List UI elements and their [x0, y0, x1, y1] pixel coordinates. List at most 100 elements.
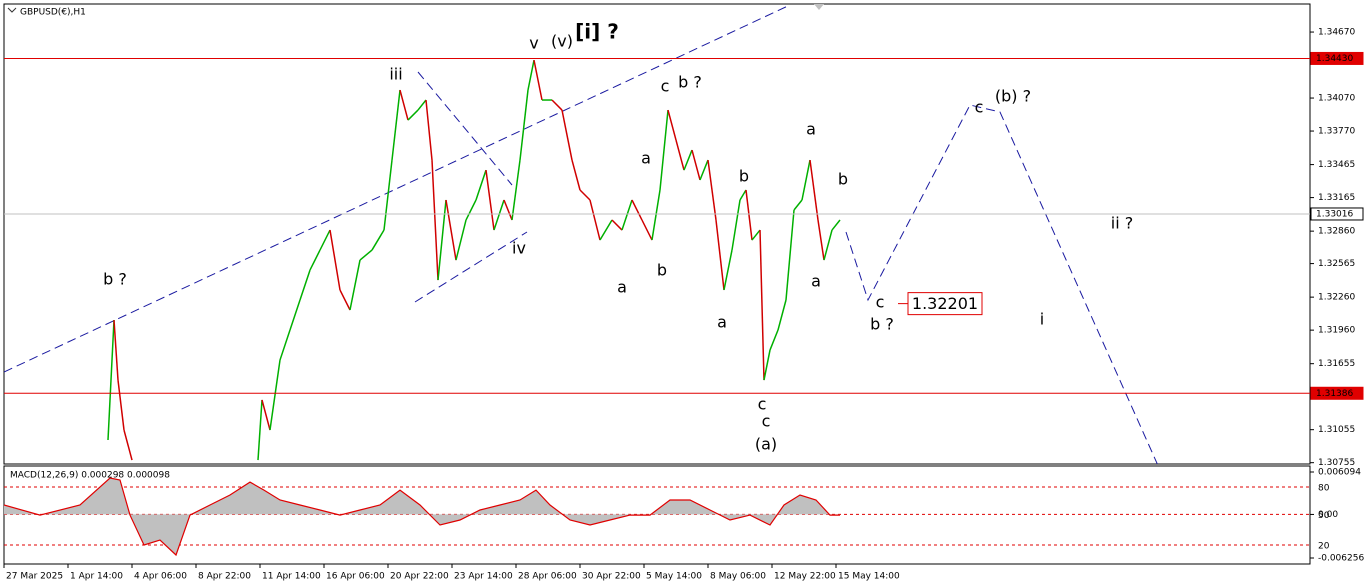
price-segment: [589, 199, 601, 241]
y-tick-label: 1.34670: [1318, 28, 1355, 38]
wave-label: ii ?: [1111, 214, 1133, 233]
y-tick-label: 1.31055: [1318, 425, 1355, 435]
wave-label: a: [641, 149, 651, 168]
price-segment: [723, 249, 733, 291]
price-segment: [399, 89, 409, 121]
price-segment: [571, 159, 581, 191]
x-tick-label: 15 May 14:00: [838, 572, 900, 582]
x-tick-label: 16 Apr 06:00: [326, 572, 385, 582]
price-segment: [731, 199, 741, 251]
price-segment: [417, 99, 427, 111]
price-segment: [391, 89, 401, 161]
target-label: 1.32201: [912, 294, 978, 313]
y-tick-label: 1.32260: [1318, 293, 1355, 303]
macd-signal: [4, 477, 840, 557]
price-segment: [319, 229, 331, 251]
price-segment: [699, 159, 709, 181]
price-segment: [759, 230, 765, 381]
price-segment: [309, 249, 321, 271]
price-segment: [621, 199, 633, 231]
x-tick-label: 8 Apr 22:00: [198, 572, 251, 582]
wave-label: (b) ?: [995, 87, 1031, 106]
price-segment: [465, 199, 477, 221]
price-segment: [683, 149, 693, 171]
price-segment: [289, 299, 301, 331]
wave-label: i: [1040, 310, 1044, 329]
trend-line: [4, 4, 791, 373]
price-segment: [279, 329, 291, 361]
price-segment: [257, 399, 263, 461]
price-segment: [769, 329, 779, 351]
x-tick-label: 1 Apr 14:00: [70, 572, 123, 582]
price-segment: [455, 219, 467, 261]
price-segment: [431, 160, 439, 281]
wave-label: (a): [755, 435, 777, 454]
y-tick-label: 1.34070: [1318, 94, 1355, 104]
price-segment: [561, 109, 573, 161]
wave-label: c: [876, 293, 885, 312]
price-segment: [745, 189, 753, 241]
wave-label: a: [806, 120, 816, 139]
price-segment: [371, 229, 385, 251]
wave-label: c: [762, 412, 771, 431]
price-level-box: [1310, 207, 1364, 221]
wave-label: c: [661, 77, 670, 96]
x-tick-label: 11 Apr 14:00: [262, 572, 321, 582]
price-segment: [631, 199, 643, 221]
y-tick-label: 1.31960: [1318, 326, 1355, 336]
price-segment: [511, 159, 521, 221]
price-segment: [299, 269, 311, 301]
price-segment: [425, 99, 433, 161]
price-segment: [527, 59, 535, 91]
price-segment: [651, 189, 661, 241]
price-segment: [763, 349, 771, 381]
x-tick-label: 28 Apr 06:00: [518, 572, 577, 582]
macd-series: [4, 477, 840, 557]
target-box: [907, 292, 983, 316]
x-tick-label: 4 Apr 06:00: [134, 572, 187, 582]
y-tick-label: 1.33465: [1318, 160, 1355, 170]
x-tick-label: 27 Mar 2025: [6, 572, 63, 582]
chart-title: GBPUSD(€),H1: [20, 8, 86, 18]
price-segment: [359, 249, 373, 261]
wave-label: b: [838, 170, 848, 189]
price-segment: [667, 109, 677, 141]
price-panel: [3, 3, 1311, 465]
price-segment: [519, 89, 529, 161]
macd-level-label: 80: [1318, 484, 1330, 494]
wave-label: b ?: [678, 73, 702, 92]
macd-title: MACD(12,26,9) 0.000298 0.000098: [10, 471, 170, 481]
price-segment: [599, 219, 613, 241]
wave-lines: [4, 4, 1158, 464]
price-segment: [793, 199, 803, 211]
x-tick-label: 8 May 06:00: [710, 572, 766, 582]
price-segment: [611, 219, 623, 231]
price-segment: [349, 259, 361, 311]
price-segment: [675, 139, 685, 171]
price-segment: [107, 319, 115, 441]
price-segment: [261, 399, 271, 431]
wave-label: [i] ?: [575, 20, 619, 44]
wave-label: b: [739, 167, 749, 186]
price-segment: [475, 169, 487, 201]
projection: [845, 104, 1158, 464]
wave-label: iii: [389, 65, 402, 84]
wave-label: b: [657, 261, 667, 280]
price-level-label: 1.33016: [1316, 209, 1353, 219]
trend-line: [414, 231, 528, 303]
x-tick-label: 30 Apr 22:00: [582, 572, 641, 582]
price-level-box: [1310, 386, 1364, 400]
x-tick-label: 23 Apr 14:00: [454, 572, 513, 582]
price-level-label: 1.34430: [1316, 54, 1353, 64]
symbol-icon: [7, 7, 17, 13]
price-segment: [777, 299, 787, 331]
price-segment: [117, 379, 125, 431]
y-tick-label: 1.33165: [1318, 193, 1355, 203]
price-segment: [329, 229, 341, 291]
price-level-box: [1310, 51, 1364, 65]
wave-label: v: [529, 34, 538, 53]
price-segment: [485, 169, 495, 231]
macd-level-label: 20: [1318, 542, 1330, 552]
wave-label: b ?: [103, 270, 127, 289]
